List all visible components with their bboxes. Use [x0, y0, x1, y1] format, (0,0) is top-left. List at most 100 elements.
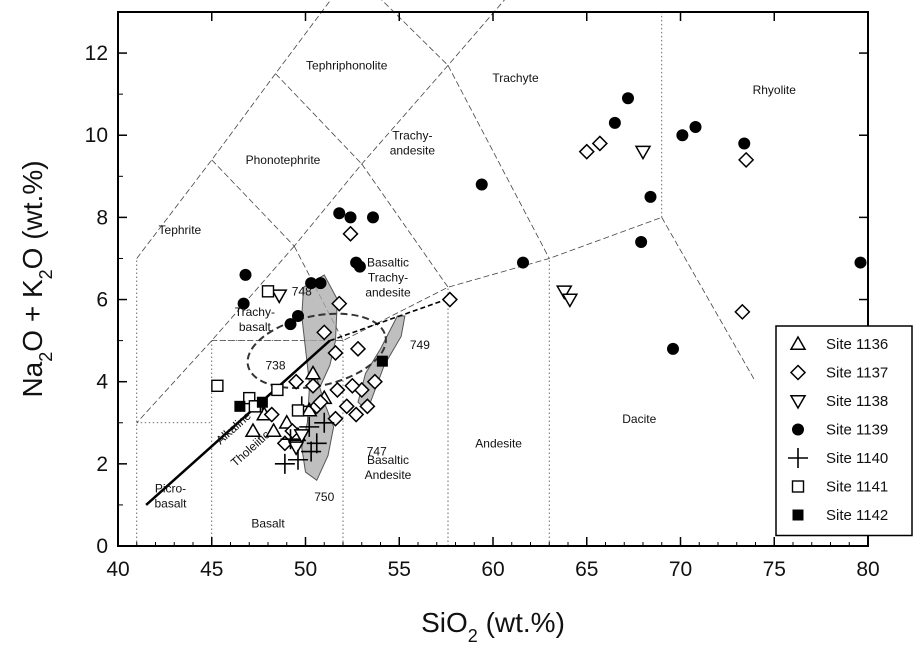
site-1137-point — [366, 373, 383, 390]
site-1139-point — [333, 207, 346, 220]
field-boundary-6 — [447, 65, 550, 259]
site-1140-point — [299, 416, 320, 437]
y-tick-label: 8 — [96, 206, 108, 229]
site-1140-point — [288, 449, 308, 470]
field-label-rhyolite: Rhyolite — [753, 83, 797, 97]
legend: Site 1136 Site 1137 Site 1138 Site 1139 Site… — [775, 325, 913, 537]
legend-marker-site-1136 — [789, 335, 807, 350]
y-tick-label: 12 — [85, 42, 108, 65]
field-label-trachyandesite: Trachy-andesite — [390, 128, 436, 157]
site-1140-point — [280, 429, 301, 450]
site-1139-point — [689, 121, 702, 134]
data-points — [211, 92, 867, 474]
field-boundary-2 — [136, 245, 295, 424]
field-label-line: Andesite — [475, 436, 522, 450]
field-label-trachyte: Trachyte — [492, 71, 539, 85]
legend-label-site-1140: Site 1140 — [826, 450, 888, 467]
alkaline-tholeiitic-extension — [329, 298, 447, 342]
site-1137-point — [263, 406, 280, 423]
field-label-basaltic-andesite: Basaltic Andesite — [365, 453, 412, 482]
field-label-basaltic-trachyandesite: Basaltic Trachy-andesite — [365, 256, 411, 300]
x-axis-title: SiO2 (wt.%) — [421, 607, 565, 646]
field-label-line: Rhyolite — [753, 83, 797, 97]
annotation-747: 747 — [367, 445, 387, 459]
site-1137-point — [338, 398, 355, 415]
site-1137-point — [441, 291, 458, 308]
tick-labels: 40 45 50 55 60 65 70 75 80 0 2 4 6 8 10 12 — [85, 42, 880, 581]
field-label-line: Picro- — [155, 482, 186, 496]
site-1137-point — [329, 381, 346, 398]
site-1139-point — [314, 277, 327, 290]
legend-marker-site-1137 — [789, 364, 807, 381]
field-label-phonotephrite: Phonotephrite — [246, 153, 321, 167]
site-1137-point — [738, 151, 755, 168]
field-boundary-9 — [661, 217, 756, 382]
site-1139-point — [738, 137, 751, 150]
field-label-tephrite: Tephrite — [159, 223, 202, 237]
x-title-main: SiO — [421, 607, 468, 638]
axis-ticks — [117, 12, 869, 547]
field-label-line: andesite — [365, 286, 411, 300]
site-1139-point — [305, 277, 318, 290]
field-label-line: Andesite — [365, 468, 412, 482]
x-tick-label: 45 — [200, 558, 223, 581]
site-1140-point — [274, 453, 295, 474]
legend-marker-site-1138 — [789, 395, 807, 410]
site-1140-point — [301, 441, 322, 462]
site-1137-point — [578, 143, 595, 160]
site-1139-point — [292, 309, 304, 322]
field-label-picrobasalt: Picro-basalt — [154, 482, 187, 511]
field-boundary-0 — [136, 0, 332, 259]
747-750-field — [301, 376, 335, 482]
y-tick-label: 10 — [85, 124, 108, 147]
field-label-line: Tephriphonolite — [306, 59, 388, 73]
site-1137-point — [316, 324, 333, 341]
x-tick-label: 80 — [856, 558, 879, 581]
site-1138-point — [561, 293, 579, 309]
site-1136-point — [244, 422, 262, 437]
field-boundary-8 — [381, 0, 449, 66]
x-tick-label: 65 — [575, 558, 598, 581]
site-1141-point — [261, 285, 275, 298]
738-field — [246, 312, 387, 390]
annotation-750: 750 — [314, 490, 334, 504]
site-1136-point — [265, 422, 282, 437]
field-label-dacite: Dacite — [622, 412, 656, 426]
x-tick-label: 75 — [763, 558, 786, 581]
legend-label-site-1142: Site 1142 — [826, 507, 888, 524]
field-label-line: Tephrite — [159, 223, 202, 237]
site-1139-point — [635, 236, 648, 249]
site-1139-point — [676, 129, 689, 142]
y-title-sub: 2 — [36, 352, 56, 362]
field-label-line: basalt — [239, 320, 272, 334]
site-1138-point — [287, 441, 305, 456]
legend-marker-site-1140 — [788, 448, 808, 468]
site-1137-point — [327, 344, 344, 361]
site-1137-point — [734, 303, 751, 320]
site-1138-point — [293, 429, 311, 444]
field-label-line: Phonotephrite — [246, 153, 321, 167]
site-1139-point — [622, 92, 634, 105]
site-1139-point — [239, 268, 252, 281]
site-1137-point — [342, 225, 359, 242]
site-1138-point — [270, 289, 288, 304]
y-tick-label: 2 — [96, 453, 108, 476]
field-label-line: basalt — [154, 497, 187, 511]
site-1137-point — [344, 377, 361, 394]
site-1141-point — [211, 379, 224, 392]
site-1137-point — [304, 377, 322, 394]
field-boundary-5 — [361, 163, 449, 288]
site-1142-point — [256, 396, 268, 408]
y-title-part: O (wt.%) — [17, 160, 48, 269]
field-boundary-7 — [275, 73, 363, 165]
field-boundary-3 — [293, 217, 662, 342]
site-1137-point — [284, 422, 301, 440]
field-label-tephriphonolite: Tephriphonolite — [306, 59, 388, 73]
field-boundary-1 — [211, 0, 505, 247]
x-tick-label: 40 — [106, 558, 129, 581]
y-title-part: O + K — [17, 279, 48, 352]
site-1139-point — [608, 116, 621, 129]
field-label-line: andesite — [390, 143, 436, 157]
site-1142-point — [376, 355, 388, 367]
